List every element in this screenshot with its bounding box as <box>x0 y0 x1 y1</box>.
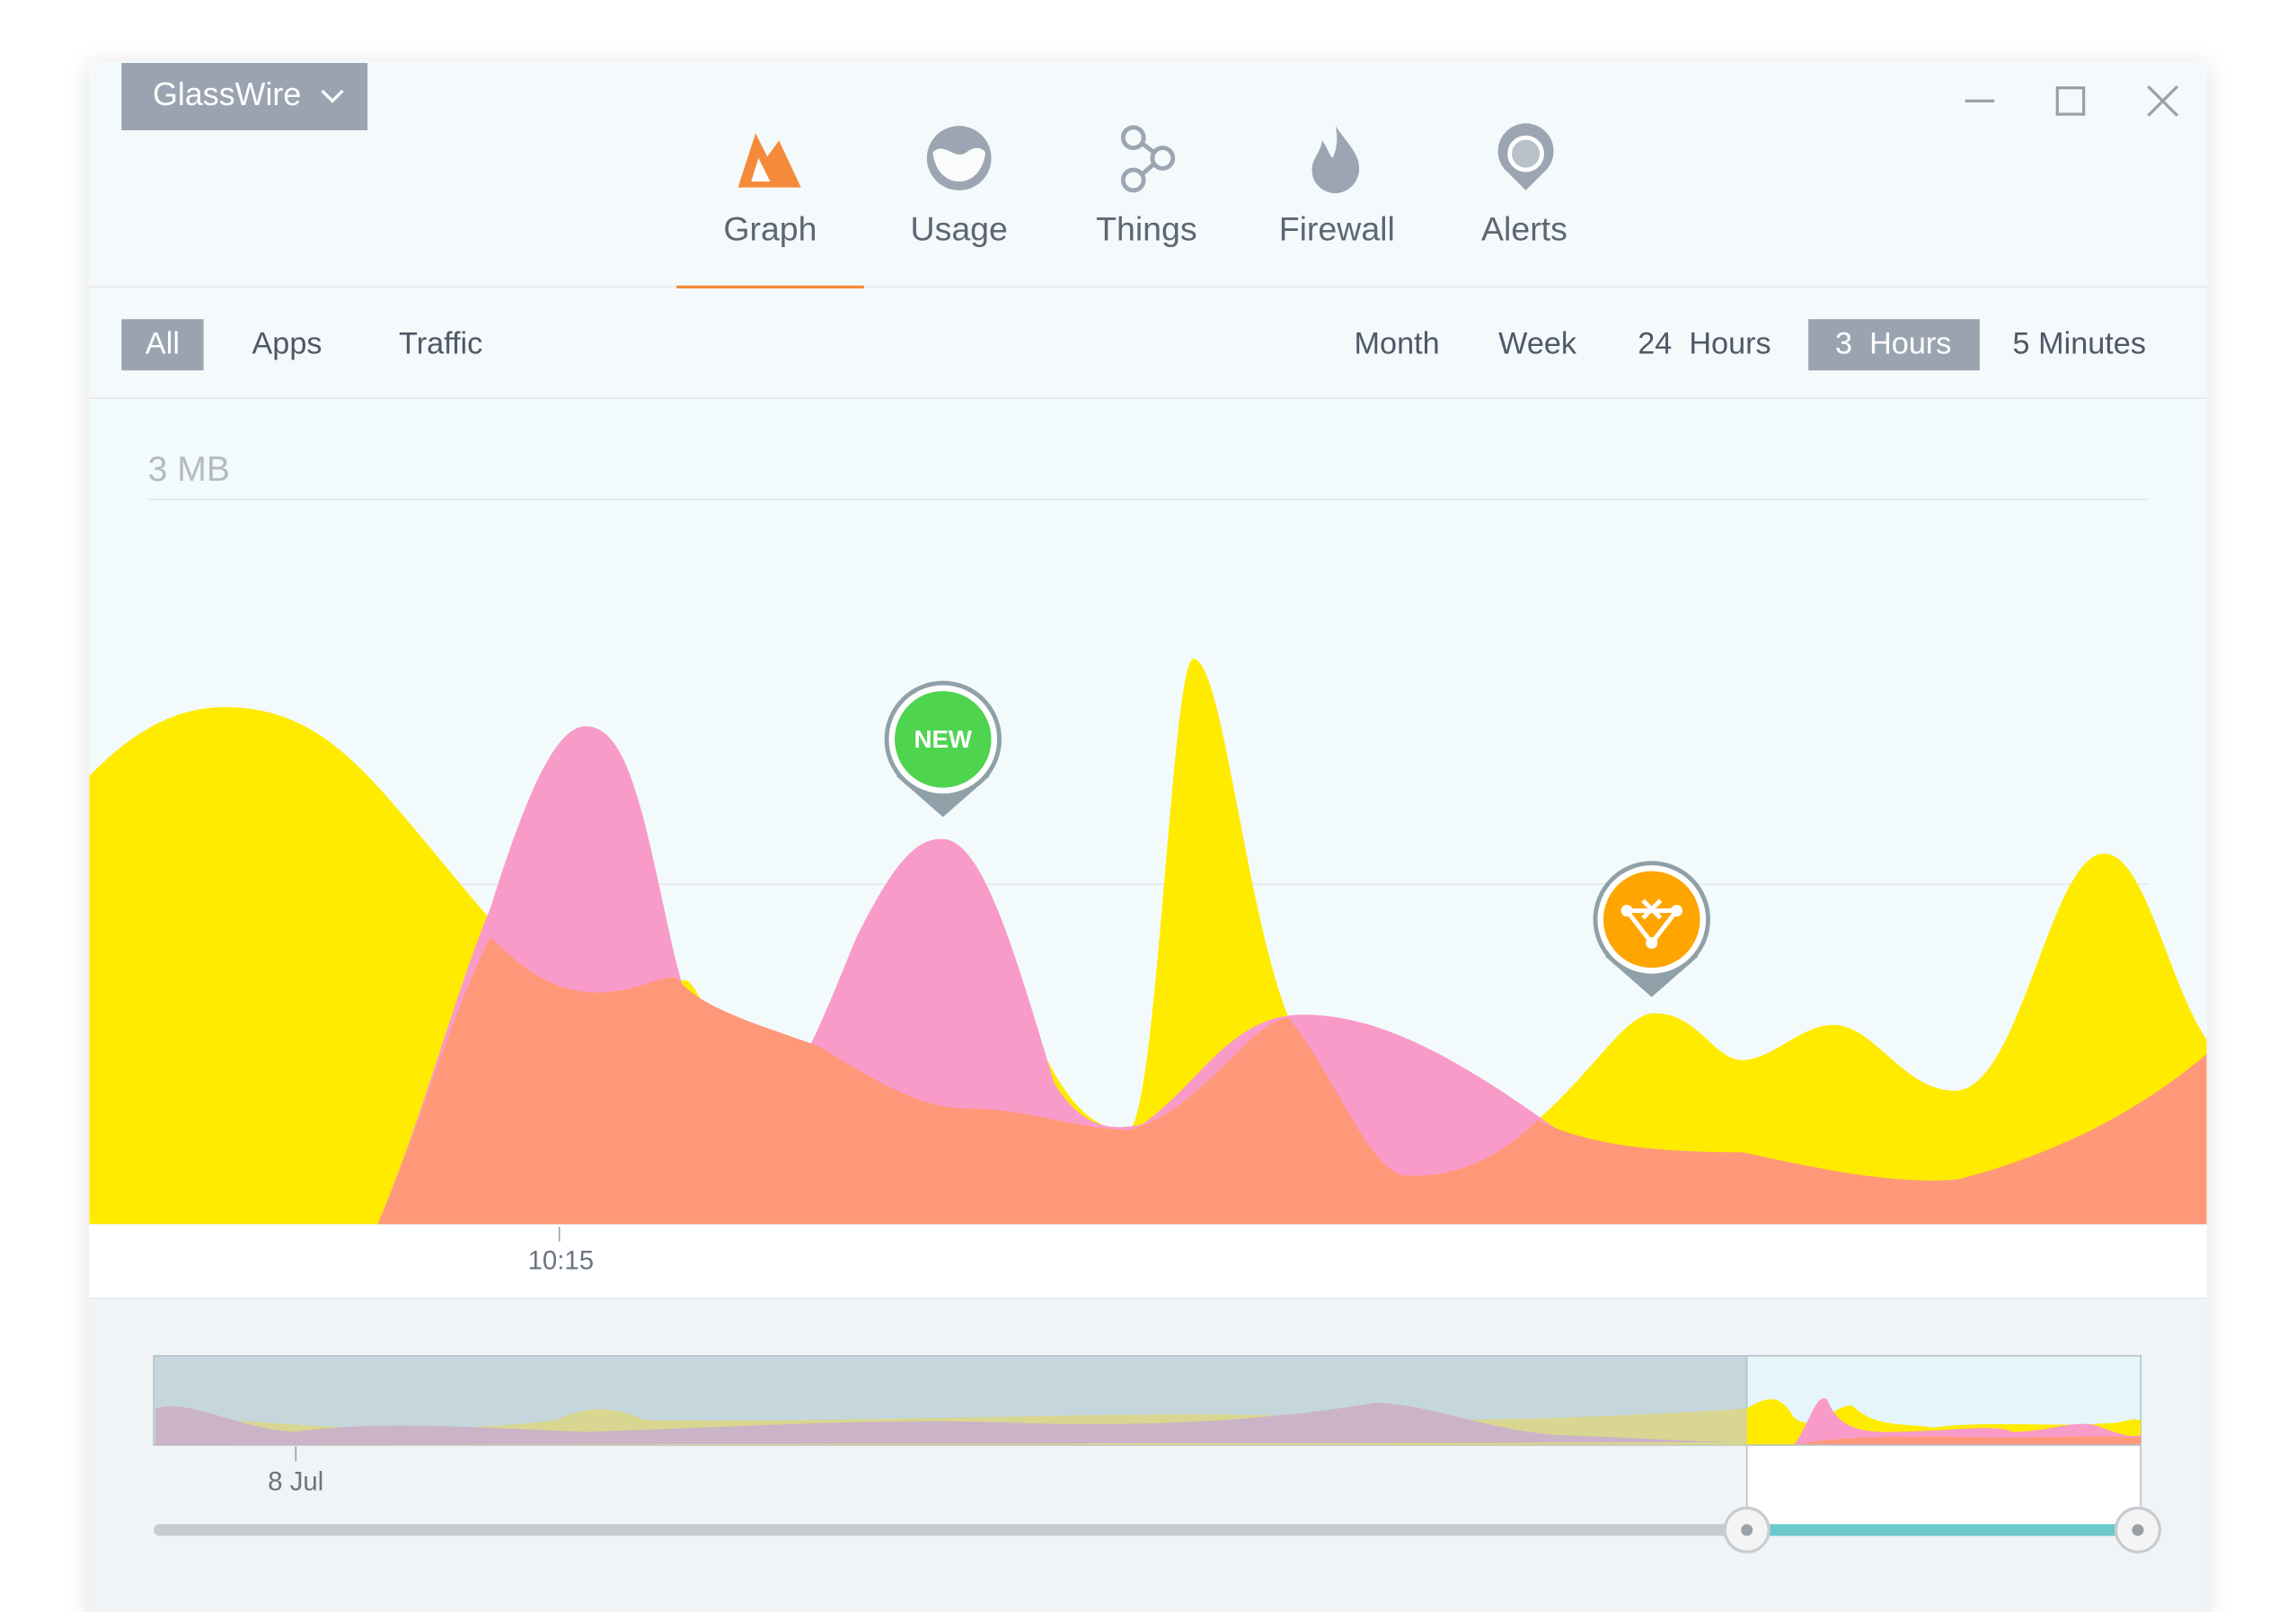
firewall-icon[interactable] <box>1311 126 1360 194</box>
tab-label[interactable]: Usage <box>911 209 1008 247</box>
slider-range[interactable] <box>1746 1524 2138 1537</box>
slider-handle[interactable] <box>2114 1506 2162 1554</box>
slider-track[interactable] <box>154 1524 1747 1537</box>
slider-handle[interactable] <box>1723 1506 1771 1554</box>
time-axis <box>89 1225 2207 1299</box>
network-alert-badge[interactable] <box>1593 861 1710 997</box>
range-button[interactable]: Month <box>1355 327 1440 361</box>
range-button[interactable]: 3 Hours <box>1835 327 1951 361</box>
range-button[interactable]: Week <box>1498 327 1577 361</box>
app-menu-label[interactable]: GlassWire <box>153 76 301 112</box>
tab-label[interactable]: Firewall <box>1279 209 1395 247</box>
tab-label[interactable]: Things <box>1096 209 1197 247</box>
close-button[interactable] <box>2147 84 2179 117</box>
selection-frame <box>1745 1444 2142 1531</box>
filter-button[interactable]: Traffic <box>399 327 482 361</box>
range-button[interactable]: 24 Hours <box>1638 327 1771 361</box>
maximize-button[interactable] <box>2055 86 2086 116</box>
graph-icon[interactable] <box>737 133 801 188</box>
tab-label[interactable]: Graph <box>723 209 817 247</box>
filter-button[interactable]: Apps <box>252 327 322 361</box>
tab-label[interactable]: Alerts <box>1481 209 1567 247</box>
filter-button[interactable]: All <box>146 327 180 361</box>
traffic-area-overlap <box>377 936 2207 1225</box>
filter-selected[interactable] <box>121 319 204 371</box>
new-app-badge[interactable] <box>884 680 1002 818</box>
x-axis-label: 10:15 <box>528 1245 594 1275</box>
y-axis-label: 3 MB <box>148 450 230 489</box>
usage-icon[interactable] <box>926 126 992 190</box>
badge-label[interactable]: NEW <box>914 725 972 753</box>
range-button[interactable]: 5 Minutes <box>2013 327 2146 361</box>
things-icon[interactable] <box>1120 125 1176 193</box>
dropdown-arrow <box>321 89 344 103</box>
timeline-mini-graph <box>155 1398 2141 1446</box>
timeline-date-label: 8 Jul <box>268 1466 323 1496</box>
alerts-icon[interactable] <box>1497 123 1554 190</box>
range-selected[interactable] <box>1808 319 1980 371</box>
